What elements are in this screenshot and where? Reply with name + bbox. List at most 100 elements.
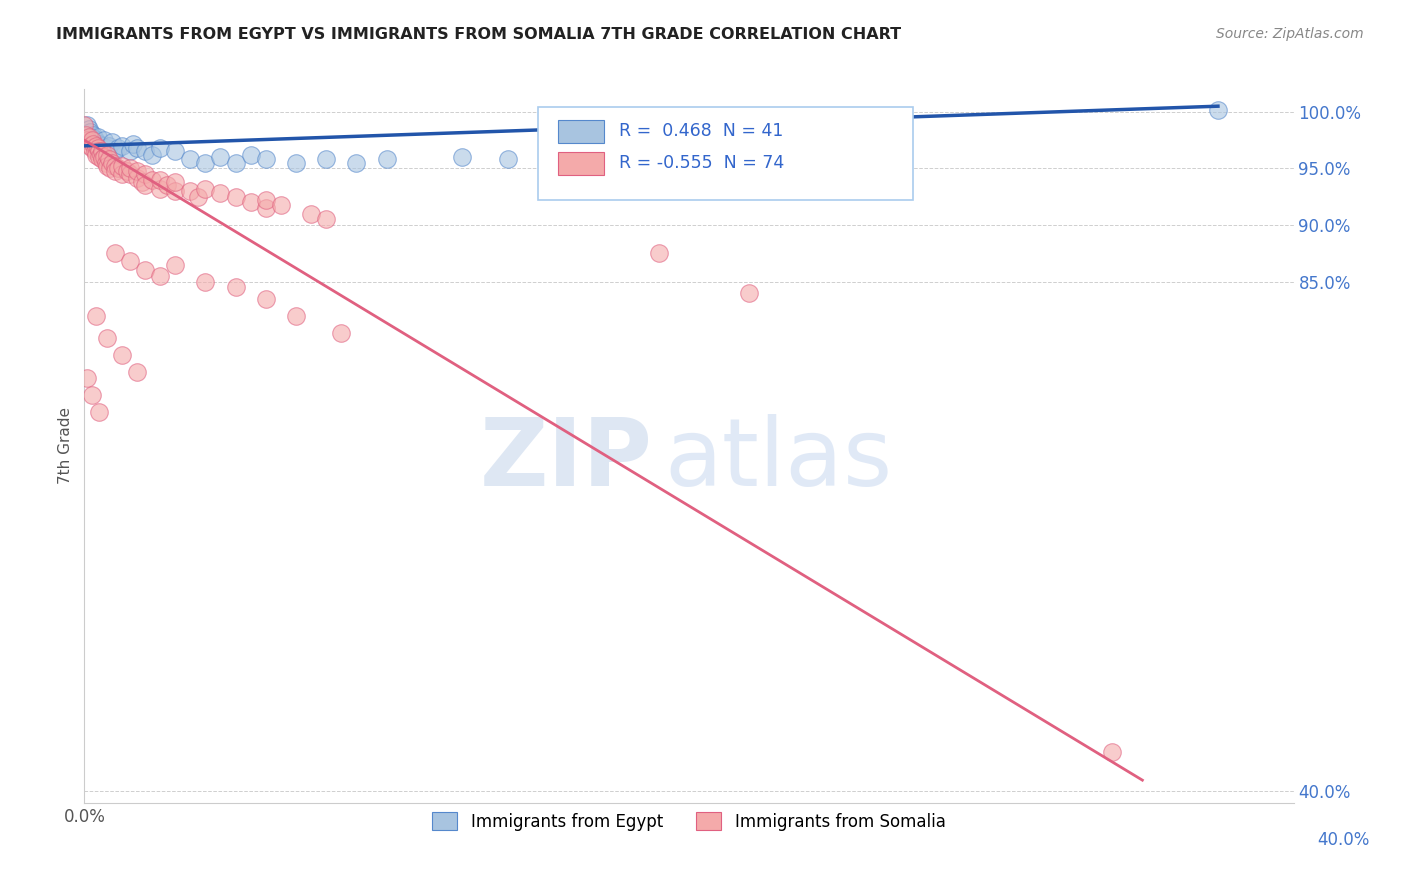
Point <box>104 163 127 178</box>
Point <box>254 292 277 306</box>
Point <box>107 141 129 155</box>
Point <box>209 186 232 201</box>
Point <box>111 159 134 173</box>
Point <box>93 150 115 164</box>
Point <box>315 212 337 227</box>
Point <box>165 258 187 272</box>
Point <box>225 156 247 170</box>
Point <box>86 309 108 323</box>
Point <box>111 138 134 153</box>
Point <box>77 121 100 136</box>
Point <box>86 134 108 148</box>
Point <box>179 153 201 167</box>
Point <box>89 145 111 159</box>
Point <box>451 150 474 164</box>
Point <box>315 153 337 167</box>
Point <box>194 182 217 196</box>
Point <box>89 150 111 164</box>
Point <box>709 150 731 164</box>
Point <box>111 167 134 181</box>
Point <box>118 254 141 268</box>
Y-axis label: 7th Grade: 7th Grade <box>58 408 73 484</box>
Point <box>76 133 98 147</box>
Point <box>100 136 122 150</box>
Point <box>346 156 368 170</box>
Point <box>225 190 247 204</box>
Point <box>194 275 217 289</box>
Point <box>118 145 141 159</box>
Point <box>179 184 201 198</box>
Point <box>104 159 127 173</box>
Point <box>194 156 217 170</box>
Point <box>91 153 114 167</box>
Point <box>77 129 100 144</box>
Point <box>239 148 262 162</box>
Point <box>96 331 118 345</box>
Point <box>239 195 262 210</box>
Point <box>100 156 122 170</box>
Point <box>270 198 292 212</box>
Point <box>73 133 96 147</box>
Point <box>1101 745 1123 759</box>
Point <box>156 178 179 193</box>
Point <box>118 167 141 181</box>
Point <box>738 286 761 301</box>
Point <box>104 145 127 159</box>
Point <box>375 153 398 167</box>
Point <box>79 138 101 153</box>
Point <box>149 269 172 284</box>
Point <box>330 326 353 340</box>
Point <box>89 136 111 151</box>
Point <box>254 201 277 215</box>
Point <box>299 207 322 221</box>
Point <box>127 141 149 155</box>
Point <box>82 128 104 142</box>
Point <box>93 133 115 147</box>
Text: Source: ZipAtlas.com: Source: ZipAtlas.com <box>1216 27 1364 41</box>
Point <box>80 133 103 147</box>
Point <box>131 175 153 189</box>
Point <box>80 141 103 155</box>
Text: 40.0%: 40.0% <box>1317 831 1369 849</box>
Point <box>149 182 172 196</box>
Point <box>141 148 163 162</box>
Point <box>134 178 156 193</box>
Point <box>225 280 247 294</box>
FancyBboxPatch shape <box>558 120 605 143</box>
Point <box>91 138 114 153</box>
Point <box>86 148 108 162</box>
Point <box>165 184 187 198</box>
Point <box>75 128 97 142</box>
Legend: Immigrants from Egypt, Immigrants from Somalia: Immigrants from Egypt, Immigrants from S… <box>426 805 952 838</box>
Point <box>633 153 655 167</box>
Point <box>187 190 209 204</box>
Point <box>111 348 134 362</box>
Point <box>84 132 107 146</box>
Point <box>127 163 149 178</box>
Point <box>97 138 120 153</box>
Point <box>98 161 121 176</box>
Point <box>86 138 108 153</box>
Point <box>165 145 187 159</box>
Point <box>73 119 96 133</box>
Text: ZIP: ZIP <box>479 414 652 507</box>
Point <box>97 153 120 167</box>
Point <box>149 141 172 155</box>
Point <box>107 161 129 176</box>
Point <box>134 145 156 159</box>
Point <box>149 173 172 187</box>
Point <box>165 175 187 189</box>
Point <box>89 405 111 419</box>
Point <box>254 153 277 167</box>
Point <box>80 129 103 144</box>
Text: IMMIGRANTS FROM EGYPT VS IMMIGRANTS FROM SOMALIA 7TH GRADE CORRELATION CHART: IMMIGRANTS FROM EGYPT VS IMMIGRANTS FROM… <box>56 27 901 42</box>
Point <box>134 263 156 277</box>
Point <box>118 161 141 176</box>
Point <box>285 156 308 170</box>
Point <box>104 246 127 260</box>
Text: R =  0.468  N = 41: R = 0.468 N = 41 <box>619 122 783 140</box>
Point <box>127 170 149 185</box>
Point <box>141 173 163 187</box>
Point <box>121 136 143 151</box>
Point <box>84 145 107 159</box>
